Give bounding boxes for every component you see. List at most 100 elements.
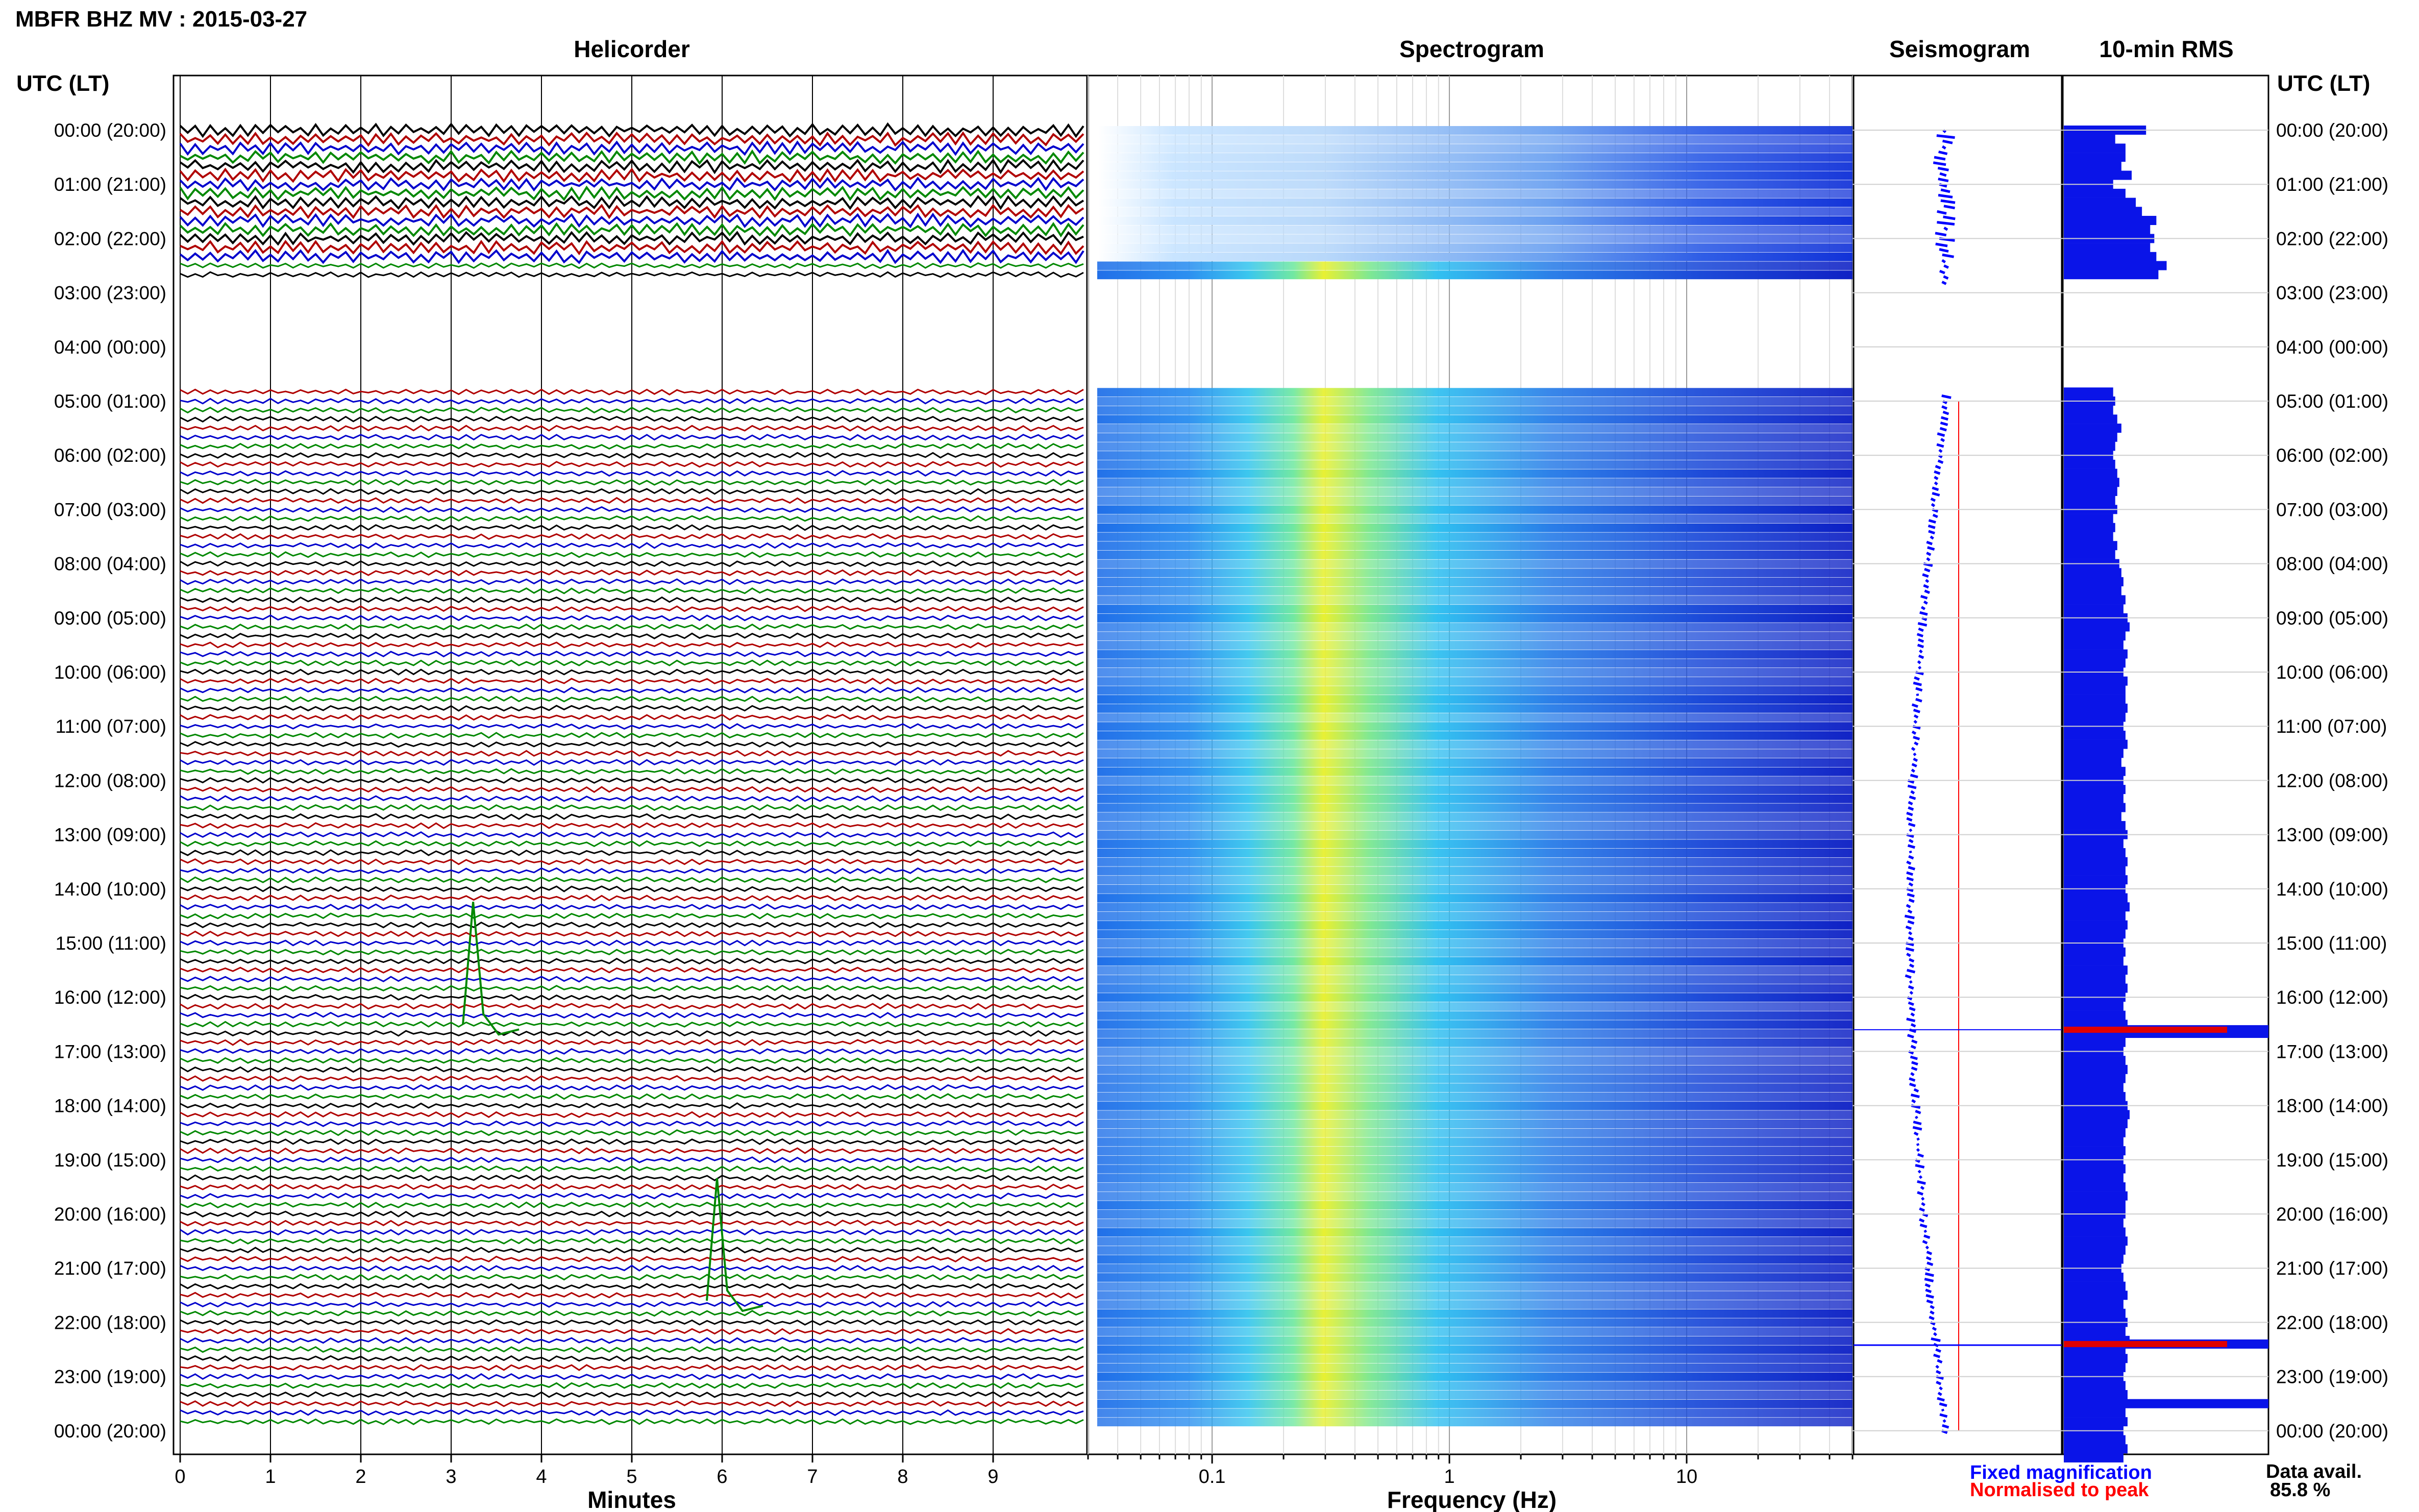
rms-bar [2064,929,2126,939]
spectrogram-band [1097,568,1853,578]
spectrogram-band [1097,1336,1853,1345]
helicorder-trace [180,696,1084,703]
rms-bar [2064,1173,2124,1183]
helicorder-trace [180,1274,1084,1281]
spectrogram-band [1097,966,1853,975]
helicorder-trace [180,524,1084,531]
spectrogram-band [1097,1273,1853,1282]
helicorder-frame [172,75,1088,1455]
helicorder-trace [179,185,1084,202]
helicorder-trace [180,1084,1084,1091]
rms-bar [2064,920,2128,930]
helicorder-trace [179,122,1084,138]
spectrogram-band [1097,505,1853,514]
hour-label-left: 11:00 (07:00) [56,716,166,737]
rms-bar [2064,161,2121,171]
spectrogram-band [1097,1282,1853,1291]
helicorder-trace [180,1228,1084,1236]
helicorder-trace [180,678,1084,685]
hour-label-right: 15:00 (11:00) [2276,933,2387,954]
helicorder-trace [180,442,1084,450]
rms-bar [2064,568,2121,578]
hour-label-right: 21:00 (17:00) [2276,1258,2388,1279]
helicorder-trace [180,388,1084,395]
spectrogram-band [1098,153,1853,162]
helicorder-trace [180,239,1084,256]
helicorder-trace [180,732,1084,739]
rms-bar [2064,197,2136,207]
spectrogram-band [1097,514,1853,524]
rms-bar [2064,405,2113,415]
helicorder-trace [180,1355,1084,1362]
rms-bar [2064,170,2132,180]
hour-label-left: 00:00 (20:00) [54,120,166,141]
spectrogram-band [1097,1309,1853,1318]
helicorder-trace [180,650,1084,658]
rms-bar [2064,468,2117,478]
hour-label-left: 08:00 (04:00) [54,554,166,575]
hour-label-right: 12:00 (08:00) [2276,770,2388,791]
helicorder-trace [180,1030,1084,1037]
hour-label-right: 20:00 (16:00) [2276,1204,2388,1225]
helicorder-trace [180,614,1084,622]
hour-label-left: 16:00 (12:00) [54,987,166,1008]
hour-label-right: 10:00 (06:00) [2276,662,2388,683]
rms-bar [2064,1056,2126,1065]
spectrogram-band [1097,523,1853,532]
rms-bar [2064,1083,2124,1093]
rms-bar [2064,495,2115,505]
rms-bar [2064,758,2121,767]
spectrogram-band [1097,1345,1853,1354]
hour-label-right: 01:00 (21:00) [2276,174,2388,195]
rms-bar [2064,459,2115,469]
spectrogram-band [1097,578,1853,586]
rms-bar [2064,1254,2124,1264]
rms-bar [2064,1074,2126,1083]
rms-bar [2064,866,2126,876]
hour-label-right: 22:00 (18:00) [2276,1312,2388,1333]
hour-label-left: 20:00 (16:00) [54,1204,166,1225]
hour-label-left: 02:00 (22:00) [54,228,166,249]
spectrogram-band [1097,487,1853,496]
helicorder-trace [180,767,1084,775]
spectrogram-band [1097,451,1853,460]
helicorder-trace [180,1282,1084,1290]
spectrogram-band [1097,948,1853,957]
left-axis-title: UTC (LT) [16,71,109,96]
helicorder-trace [180,542,1084,549]
helicorder-trace [180,858,1084,865]
helicorder-trace [180,1391,1084,1398]
rms-bar [2064,514,2113,524]
helicorder-trace [180,921,1084,929]
rms-bar [2064,676,2128,686]
helicorder-trace [180,713,1084,721]
hour-label-left: 12:00 (08:00) [54,770,166,791]
spectrogram-band [1097,1120,1853,1128]
spectrogram-band [1097,586,1853,596]
spectrogram-band [1097,993,1853,1002]
helicorder-title: Helicorder [574,36,690,62]
hour-label-left: 04:00 (00:00) [54,337,166,358]
helicorder-trace [180,1138,1084,1146]
helicorder-trace [180,1319,1084,1326]
spectrogram-band [1097,1174,1853,1183]
spectrogram-band [1098,252,1853,261]
helicorder-trace [180,551,1084,558]
helicorder-trace [180,705,1084,712]
helicorder-trace [180,1310,1084,1317]
hour-label-left: 21:00 (17:00) [54,1258,166,1279]
rms-bar [2064,216,2157,225]
helicorder-trace [179,212,1084,229]
rms-bar [2064,541,2117,551]
helicorder-trace [180,777,1084,784]
spectrogram-band [1097,1291,1853,1300]
hour-label-left: 22:00 (18:00) [54,1312,166,1333]
rms-bar [2064,1110,2130,1120]
hour-label-left: 19:00 (15:00) [54,1150,166,1171]
hour-label-left: 14:00 (10:00) [54,879,166,900]
spectrogram-band [1097,821,1853,830]
rms-bar [2064,730,2126,740]
rms-bar [2064,658,2126,668]
helicorder-trace [180,1011,1084,1019]
spectrogram-band [1097,1110,1853,1120]
